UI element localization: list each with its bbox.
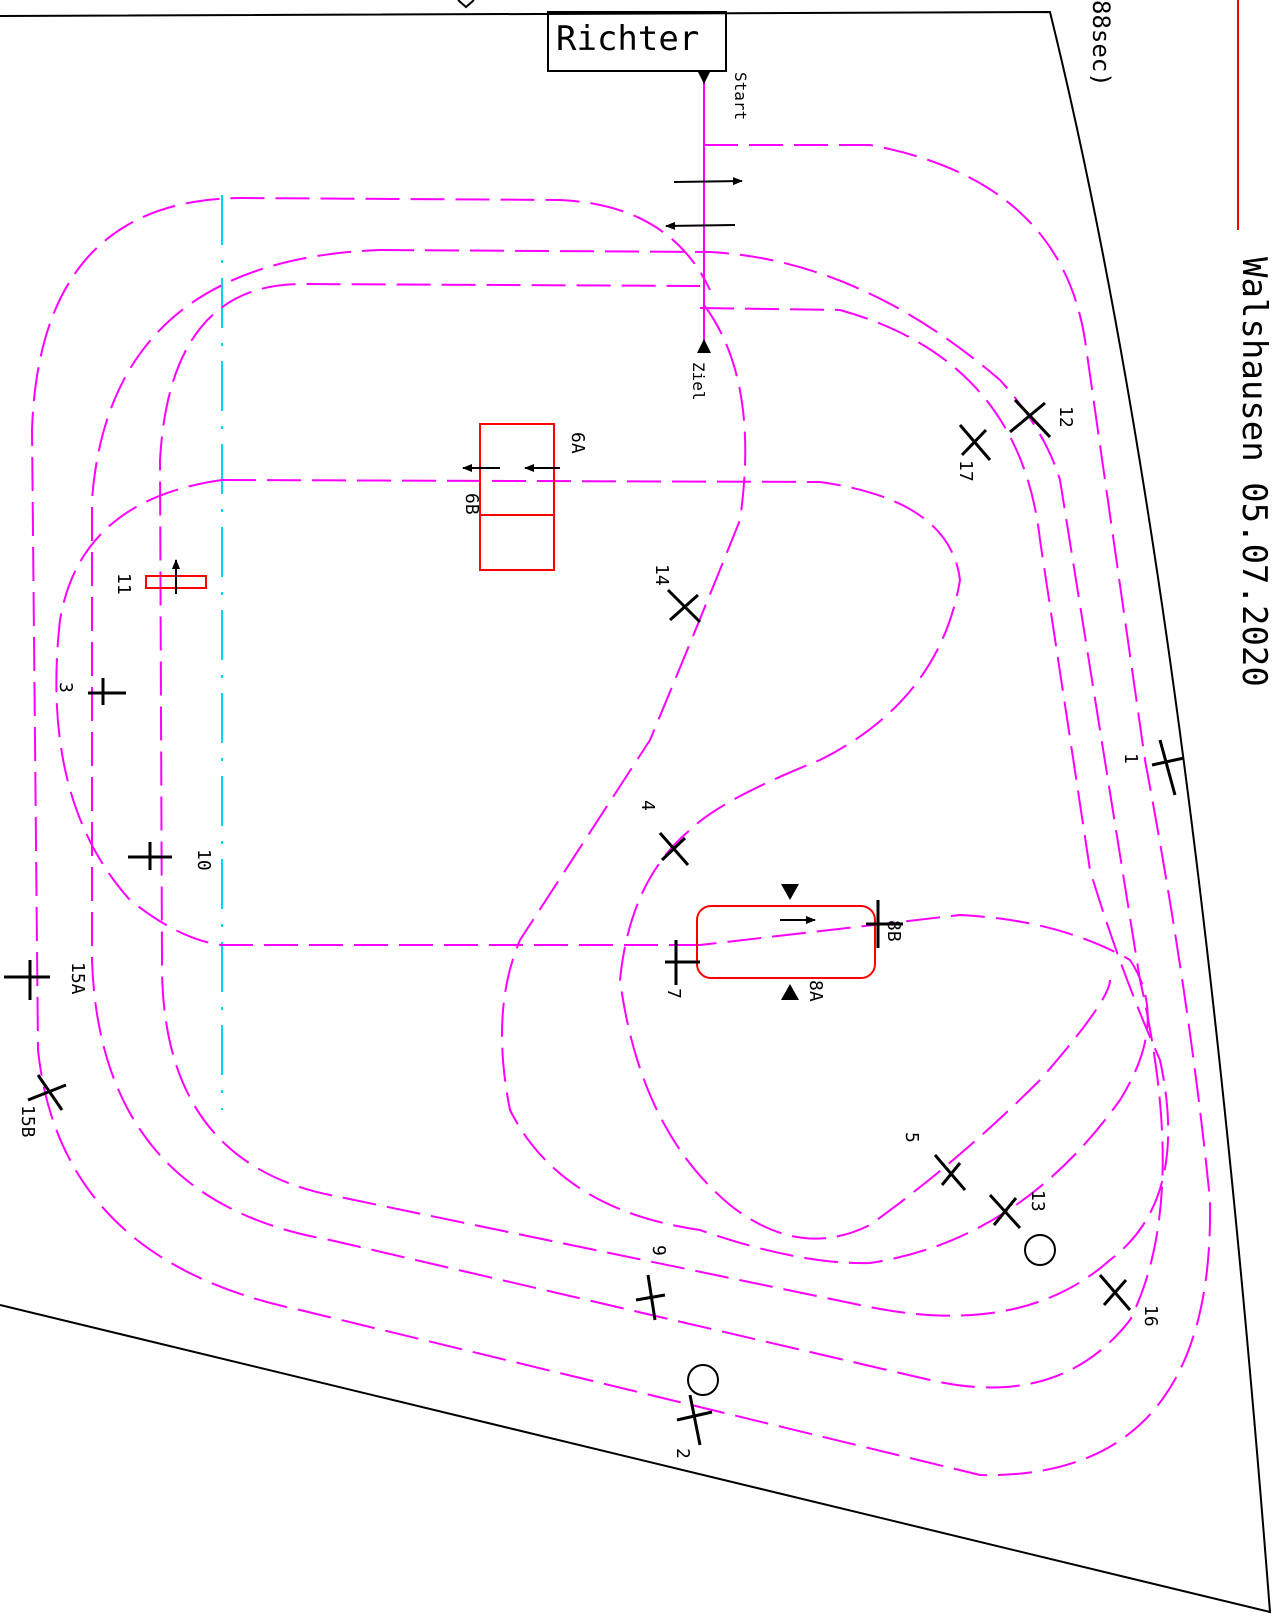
obstacle-label-16: 16 <box>1140 1305 1161 1327</box>
obstacle-label-14: 14 <box>651 564 672 586</box>
obstacle-label-5: 5 <box>901 1132 922 1143</box>
jump-12-icon <box>1009 398 1052 439</box>
route-left-loop <box>55 479 700 946</box>
obstacle-label-10: 10 <box>193 849 214 871</box>
obstacle-6-box <box>479 423 555 571</box>
obstacle-label-4: 4 <box>637 800 658 811</box>
start-arrow <box>673 177 743 186</box>
jump-17-icon <box>958 424 992 461</box>
judge-label: Richter <box>556 19 699 59</box>
jump-3-icon <box>88 678 126 705</box>
arrow-icon-top <box>457 0 475 9</box>
obstacle-label-15b: 15B <box>17 1105 38 1138</box>
start-marker-icon <box>697 70 711 84</box>
course-title: Walshausen 05.07.2020 <box>1234 257 1274 687</box>
route-inner-loop <box>221 479 1111 1240</box>
obstacle-8-box <box>696 905 876 979</box>
cone-13 <box>1024 1234 1056 1266</box>
obstacle-label-6a: 6A <box>567 432 588 454</box>
obstacle-label-12: 12 <box>1055 406 1076 428</box>
jump-14-icon <box>666 588 702 624</box>
jump-2-icon <box>676 1394 713 1446</box>
obstacle-label-1: 1 <box>1120 753 1141 764</box>
obstacle-label-15a: 15A <box>67 962 88 995</box>
obstacle-label-2: 2 <box>672 1448 693 1459</box>
obstacle-label-8a: 8A <box>805 980 826 1002</box>
jump-4-icon <box>658 832 690 866</box>
judge-box <box>547 11 727 72</box>
jump-16-icon <box>1098 1274 1132 1311</box>
obstacle-label-8b: 8B <box>883 920 904 942</box>
obstacle-label-3: 3 <box>55 682 76 693</box>
route-second <box>91 249 1164 1389</box>
obstacle-label-17: 17 <box>955 460 976 482</box>
jump-13-icon <box>988 1193 1022 1230</box>
jump-1-icon <box>1151 739 1185 796</box>
cone-2 <box>687 1364 719 1396</box>
finish-marker-icon <box>697 339 711 353</box>
route-middle-loop <box>501 304 1149 1265</box>
time-fragment: 88sec) <box>1087 0 1115 87</box>
obstacle-8-bottom-marker-icon <box>781 984 799 1000</box>
obstacle-label-11: 11 <box>113 573 134 595</box>
finish-arrow <box>665 221 736 230</box>
obstacle-label-13: 13 <box>1027 1190 1048 1212</box>
obstacle-label-6b: 6B <box>461 493 482 515</box>
jump-5-icon <box>933 1154 967 1191</box>
obstacle-8-top-marker-icon <box>781 884 799 900</box>
route-outer <box>30 144 1212 1477</box>
arena-boundary <box>0 10 1272 1614</box>
route-third <box>158 282 1170 1317</box>
jump-7-icon <box>665 940 700 985</box>
obstacle-label-9: 9 <box>648 1245 669 1256</box>
jump-8b-icon <box>866 900 903 948</box>
jump-9-icon <box>635 1274 666 1321</box>
finish-label: Ziel <box>689 362 708 401</box>
jump-10-icon <box>128 842 172 870</box>
jump-15b-icon <box>27 1074 67 1111</box>
jump-15a-icon <box>4 960 50 1000</box>
jump-markers <box>4 398 1185 1446</box>
start-label: Start <box>731 72 750 120</box>
obstacle-label-7: 7 <box>663 988 684 999</box>
